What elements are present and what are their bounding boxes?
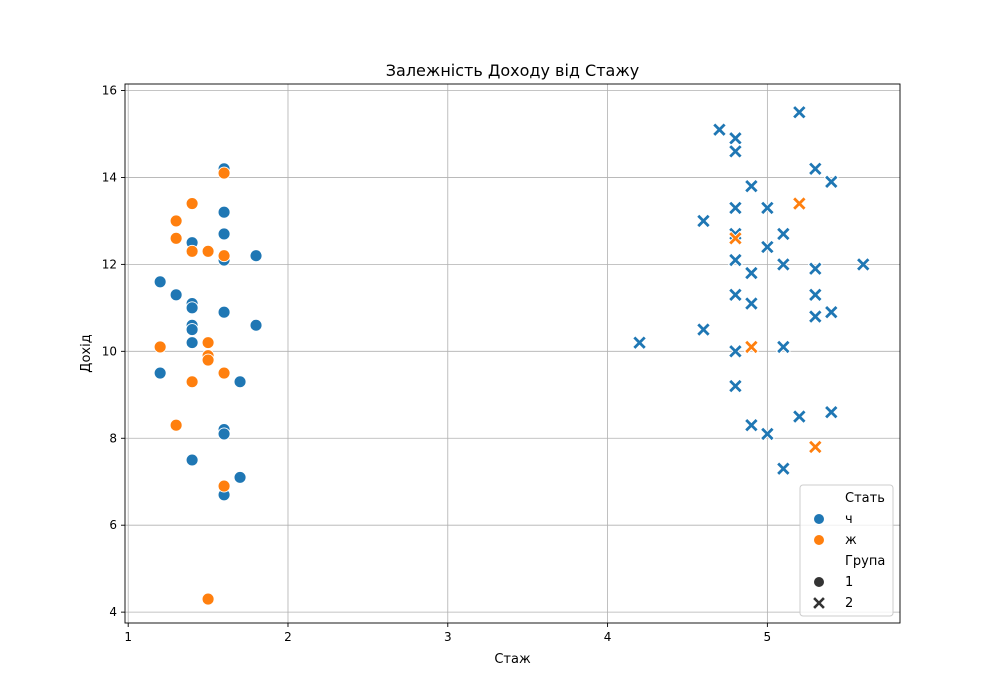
data-point-group-1 [233,470,247,484]
data-point-group-1 [185,453,199,467]
data-point-group-2 [743,339,759,355]
data-point-group-2 [727,287,743,303]
data-point-group-1 [185,323,199,337]
data-point-group-2 [775,256,791,272]
legend-label-group-2: 2 [845,596,853,611]
data-point-group-2 [775,226,791,242]
data-point-group-2 [727,230,743,246]
x-tick-label: 1 [124,630,132,644]
data-point-group-2 [807,261,823,277]
legend-label-group-1: 1 [845,575,853,590]
data-point-group-1 [217,227,231,241]
data-point-group-2 [759,426,775,442]
legend-marker-group-2 [813,597,825,609]
legend-label-female: ж [845,533,857,548]
x-axis-ticks: 1 2 3 4 5 [124,623,771,644]
data-point-group-1 [217,479,231,493]
y-tick-label: 14 [102,170,117,184]
data-point-group-1 [217,249,231,263]
data-point-group-2 [807,439,823,455]
x-tick-label: 4 [604,630,612,644]
data-point-group-2 [775,461,791,477]
y-tick-label: 6 [109,518,117,532]
data-point-group-1 [249,249,263,263]
y-tick-label: 10 [102,344,117,358]
data-point-group-1 [153,366,167,380]
data-point-group-1 [169,214,183,228]
y-tick-label: 16 [102,84,117,98]
plot-frame [124,83,901,624]
legend: Стать ч ж Група 1 2 [799,484,894,617]
data-point-group-2 [743,178,759,194]
data-point-group-2 [727,130,743,146]
data-point-group-2 [823,174,839,190]
y-tick-label: 12 [102,257,117,271]
data-point-group-1 [185,301,199,315]
data-point-group-1 [185,197,199,210]
data-point-group-2 [727,252,743,268]
data-point-group-1 [201,353,215,367]
data-point-group-2 [775,339,791,355]
legend-marker-female [813,534,825,546]
data-point-group-2 [791,409,807,424]
data-point-group-2 [791,104,807,120]
data-point-group-1 [153,340,167,354]
data-point-group-1 [217,305,231,319]
data-point-group-2 [727,143,743,159]
data-point-group-2 [823,404,839,420]
data-point-group-1 [217,366,231,380]
data-point-group-1 [217,205,231,219]
data-point-group-1 [185,375,199,389]
data-point-group-1 [169,418,183,432]
data-point-group-2 [696,213,711,229]
data-points [153,104,871,606]
data-point-group-1 [217,166,231,180]
data-point-group-1 [217,427,231,441]
legend-hue-title: Стать [845,491,885,506]
x-axis-label: Стаж [494,652,531,667]
data-point-group-2 [759,200,775,216]
data-point-group-2 [807,309,823,325]
y-tick-label: 4 [109,605,117,619]
data-point-group-2 [727,343,743,359]
data-point-group-1 [153,275,167,289]
data-point-group-1 [185,336,199,350]
legend-style-title: Група [845,554,885,569]
data-point-group-2 [632,335,647,351]
data-point-group-2 [727,200,743,216]
data-point-group-2 [855,256,871,272]
data-point-group-2 [696,322,711,338]
legend-marker-group-1 [813,576,825,588]
data-point-group-2 [743,265,759,281]
grid [125,84,900,623]
data-point-group-1 [185,244,199,258]
data-point-group-2 [711,122,727,138]
data-point-group-2 [743,296,759,311]
x-tick-label: 3 [444,630,452,644]
data-point-group-2 [759,239,775,255]
data-point-group-1 [233,375,247,389]
data-point-group-1 [249,318,263,332]
data-point-group-1 [169,288,183,302]
data-point-group-2 [823,304,839,320]
data-point-group-2 [807,161,823,177]
y-tick-label: 8 [109,431,117,445]
y-axis-label: Дохід [79,334,94,372]
data-point-group-2 [743,417,759,433]
data-point-group-1 [201,592,215,606]
data-point-group-1 [201,244,215,258]
data-point-group-2 [807,287,823,303]
legend-marker-male [813,513,825,525]
x-tick-label: 5 [764,630,772,644]
data-point-group-1 [169,231,183,245]
chart-title: Залежність Доходу від Стажу [386,61,639,80]
data-point-group-2 [791,196,807,211]
x-tick-label: 2 [284,630,292,644]
legend-label-male: ч [845,512,853,527]
data-point-group-1 [201,336,215,350]
data-point-group-2 [727,378,743,394]
y-axis-ticks: 4 6 8 10 12 14 16 [102,84,125,619]
